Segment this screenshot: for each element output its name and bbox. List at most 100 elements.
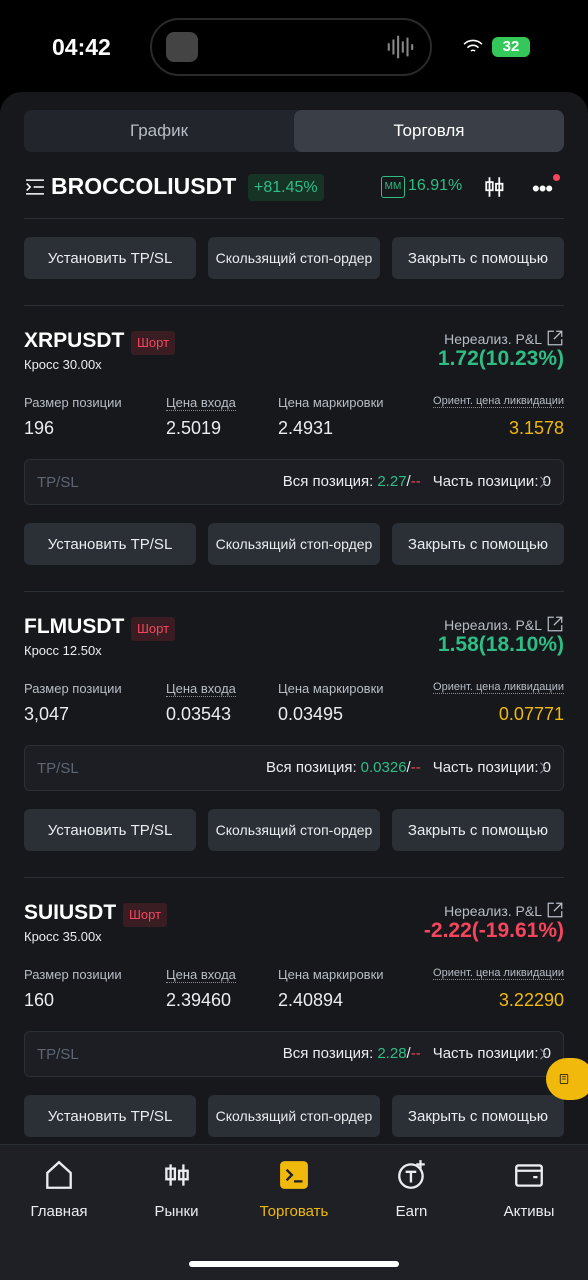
action-button[interactable]: Закрыть с помощью xyxy=(392,523,564,565)
symbol-name[interactable]: BROCCOLIUSDT xyxy=(51,173,237,199)
field-value: 0.03543 xyxy=(166,704,232,724)
tpsl-box[interactable] xyxy=(24,1031,564,1077)
full-tp: 2.28 xyxy=(377,1045,407,1062)
position-name: SUIUSDT xyxy=(24,901,117,924)
nav-icon xyxy=(277,1158,311,1192)
waveform xyxy=(384,32,416,62)
pnl: -2.22(-19.61%) xyxy=(423,919,564,942)
leverage: Кросс 12.50x xyxy=(24,643,102,658)
nav-label[interactable]: Рынки xyxy=(154,1203,199,1220)
pnl: 1.58(18.10%) xyxy=(437,633,564,656)
full-tp: 2.27 xyxy=(377,473,407,490)
share-icon xyxy=(546,615,564,633)
tpsl-box[interactable] xyxy=(24,459,564,505)
tab-active-bg xyxy=(294,110,564,152)
part: Часть позиции: 0 xyxy=(432,473,551,490)
full-tp: 0.0326 xyxy=(360,759,407,776)
more-icon[interactable]: ••• xyxy=(532,176,553,201)
time: 04:42 xyxy=(52,34,111,60)
field-value: 2.39460 xyxy=(166,990,232,1010)
battery: 32 xyxy=(492,37,530,57)
part: Часть позиции: 0 xyxy=(432,759,551,776)
nav-icon xyxy=(512,1158,546,1192)
tab[interactable]: График xyxy=(129,121,189,140)
action-button[interactable]: Скользящий стоп-ордер xyxy=(208,1095,380,1137)
nav-label[interactable]: Торговать xyxy=(259,1203,329,1220)
chart-icon xyxy=(482,174,510,200)
action-button[interactable]: Скользящий стоп-ордер xyxy=(208,237,380,279)
pnl: 1.72(10.23%) xyxy=(437,347,564,370)
nav-icon xyxy=(42,1158,76,1192)
pnl-label: Нереализ. P&L xyxy=(444,331,542,347)
nav-icon xyxy=(160,1158,194,1192)
tpsl-label: TP/SL xyxy=(37,760,79,777)
action-button[interactable]: Закрыть с помощью xyxy=(392,237,564,279)
field-value: 3,047 xyxy=(24,704,70,724)
full-label: Вся позиция: xyxy=(266,759,357,776)
sep xyxy=(24,591,564,592)
action-button[interactable]: Скользящий стоп-ордер xyxy=(208,523,380,565)
tpsl-label: TP/SL xyxy=(37,474,79,491)
full-sl: -- xyxy=(410,759,421,776)
action-button[interactable]: Закрыть с помощью xyxy=(392,1095,564,1137)
field-value: 0.07771 xyxy=(498,704,564,724)
notify-dot xyxy=(553,174,560,181)
field-label: Ориент. цена ликвидации xyxy=(433,681,564,694)
sep xyxy=(24,877,564,878)
field-label: Цена входа xyxy=(166,967,236,983)
field-value: 196 xyxy=(24,418,55,438)
field-label: Размер позиции xyxy=(24,681,122,696)
field-label: Размер позиции xyxy=(24,967,122,982)
field-value: 3.22290 xyxy=(498,990,564,1010)
action-button[interactable]: Установить TP/SL xyxy=(24,523,196,565)
pnl-label: Нереализ. P&L xyxy=(444,903,542,919)
action-button[interactable]: Закрыть с помощью xyxy=(392,809,564,851)
tpsl-summary: Вся позиция: 2.27/-- Часть позиции: 0 xyxy=(283,473,551,490)
nav-label[interactable]: Активы xyxy=(503,1203,555,1220)
side-badge: Шорт xyxy=(131,331,176,355)
field-value: 2.40894 xyxy=(278,990,344,1010)
pnl-label: Нереализ. P&L xyxy=(444,617,542,633)
full-label: Вся позиция: xyxy=(282,1045,374,1062)
field-label: Цена маркировки xyxy=(278,967,384,982)
mm-value: 16.91% xyxy=(408,177,463,194)
chevron xyxy=(536,1046,550,1062)
action-button[interactable]: Установить TP/SL xyxy=(24,237,196,279)
home-indicator xyxy=(189,1261,399,1267)
position-name: XRPUSDT xyxy=(24,329,125,352)
leverage: Кросс 30.00x xyxy=(24,357,102,372)
chevron xyxy=(536,760,550,776)
share-icon xyxy=(546,329,564,347)
field-value: 3.1578 xyxy=(508,418,564,438)
field-label: Размер позиции xyxy=(24,395,122,410)
action-button[interactable]: Установить TP/SL xyxy=(24,1095,196,1137)
action-button[interactable]: Скользящий стоп-ордер xyxy=(208,809,380,851)
mm-label: MM xyxy=(381,176,405,198)
leverage: Кросс 35.00x xyxy=(24,929,102,944)
symbol-menu-icon xyxy=(24,176,46,198)
field-label: Ориент. цена ликвидации xyxy=(433,395,564,408)
field-value: 2.5019 xyxy=(166,418,222,438)
side-badge: Шорт xyxy=(131,617,176,641)
field-value: 160 xyxy=(24,990,55,1010)
sep xyxy=(24,218,564,219)
sep: / xyxy=(406,473,411,490)
chevron xyxy=(536,474,550,490)
field-label: Цена маркировки xyxy=(278,395,384,410)
nav-label[interactable]: Earn xyxy=(395,1203,428,1220)
tpsl-summary: Вся позиция: 0.0326/-- Часть позиции: 0 xyxy=(266,759,551,776)
sep: / xyxy=(406,1045,411,1062)
sep: / xyxy=(406,759,411,776)
symbol-change: +81.45% xyxy=(248,174,324,201)
action-button[interactable]: Установить TP/SL xyxy=(24,809,196,851)
island-icon xyxy=(166,32,198,62)
side-badge: Шорт xyxy=(123,903,168,927)
nav-label[interactable]: Главная xyxy=(30,1203,88,1220)
nav-icon xyxy=(395,1158,429,1192)
tab[interactable]: Торговля xyxy=(393,121,465,140)
field-label: Цена входа xyxy=(166,681,236,697)
full-sl: -- xyxy=(410,473,421,490)
field-value: 2.4931 xyxy=(278,418,334,438)
tpsl-box[interactable] xyxy=(24,745,564,791)
